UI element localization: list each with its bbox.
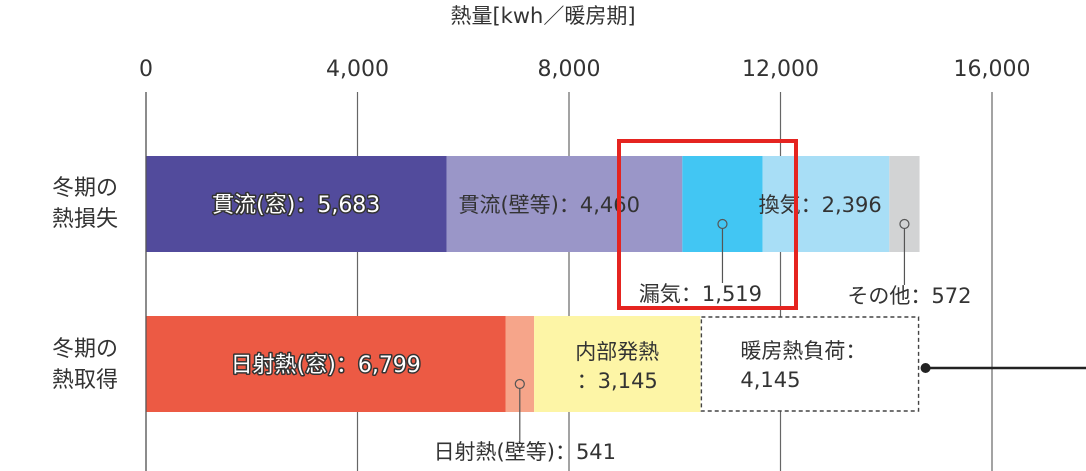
x-tick-label: 12,000 [742, 57, 819, 82]
bar-label-line: 日射熱(窓)：6,799 [231, 353, 421, 378]
bar-label-line: 貫流(壁等)：4,460 [458, 193, 640, 217]
bar-segment [146, 156, 447, 252]
callout-dot [717, 218, 728, 230]
bar-label-line: 4,145 [740, 368, 800, 392]
bar-segment [146, 316, 506, 412]
bar-label: 内部発熱 ：3,145 [575, 340, 659, 393]
highlight-box [617, 139, 798, 310]
bar-label-line: 漏気：1,519 [639, 282, 762, 306]
bar-label-line: その他：572 [847, 284, 971, 308]
x-tick-label-line: 0 [139, 57, 153, 82]
x-gridlines [145, 92, 993, 471]
x-tick-label-line: 16,000 [954, 57, 1031, 82]
x-tick-label: 0 [139, 57, 153, 82]
callout-dot [899, 218, 910, 230]
bar-label-line: 換気：2,396 [759, 193, 882, 217]
bar-label: 日射熱(壁等)：541 [434, 440, 616, 464]
bar-label: 日射熱(窓)：6,799 [231, 353, 421, 378]
bar-label: 漏気：1,519 [639, 282, 762, 306]
bar-segment [762, 156, 890, 252]
row-label-heat-loss-line1: 冬期の [51, 176, 118, 201]
row-label-heat-loss-line2: 熱損失 [51, 207, 118, 232]
bar-segment [446, 156, 683, 252]
bar-segment [700, 316, 920, 412]
bar-row-0 [146, 156, 920, 252]
x-tick-label: 4,000 [326, 57, 389, 82]
row-label-heat-gain-line2: 熱取得 [51, 368, 118, 393]
bar-label-line: 内部発熱 [575, 340, 659, 364]
bar-label-line: 暖房熱負荷： [740, 339, 866, 363]
x-tick-label: 16,000 [954, 57, 1031, 82]
x-tick-label-line: 12,000 [742, 57, 819, 82]
bar-label-line: 貫流(窓)：5,683 [212, 193, 380, 218]
row-label-heat-gain-line1: 冬期の [51, 337, 118, 362]
row-label-heat-loss: 冬期の 熱損失 [30, 173, 140, 235]
bar-segment [534, 316, 701, 412]
bar-label-line: 日射熱(壁等)：541 [434, 440, 616, 464]
bar-label: 貫流(窓)：5,683 [212, 193, 380, 218]
row-label-heat-gain: 冬期の 熱取得 [30, 334, 140, 396]
bar-label-line: ：3,145 [577, 369, 658, 393]
axis-title: 熱量[kwh／暖房期] [450, 4, 636, 28]
bar-label: 貫流(壁等)：4,460 [458, 193, 640, 217]
x-tick-label: 8,000 [538, 57, 601, 82]
bar-label: その他：572 [847, 284, 971, 308]
bar-row-1 [146, 316, 920, 412]
callout-dot [514, 378, 525, 390]
x-tick-label-line: 4,000 [326, 57, 389, 82]
x-tick-label-line: 8,000 [538, 57, 601, 82]
bar-label: 換気：2,396 [759, 193, 882, 217]
bar-label: 暖房熱負荷： 4,145 [740, 339, 866, 392]
connector-dot [920, 363, 931, 373]
